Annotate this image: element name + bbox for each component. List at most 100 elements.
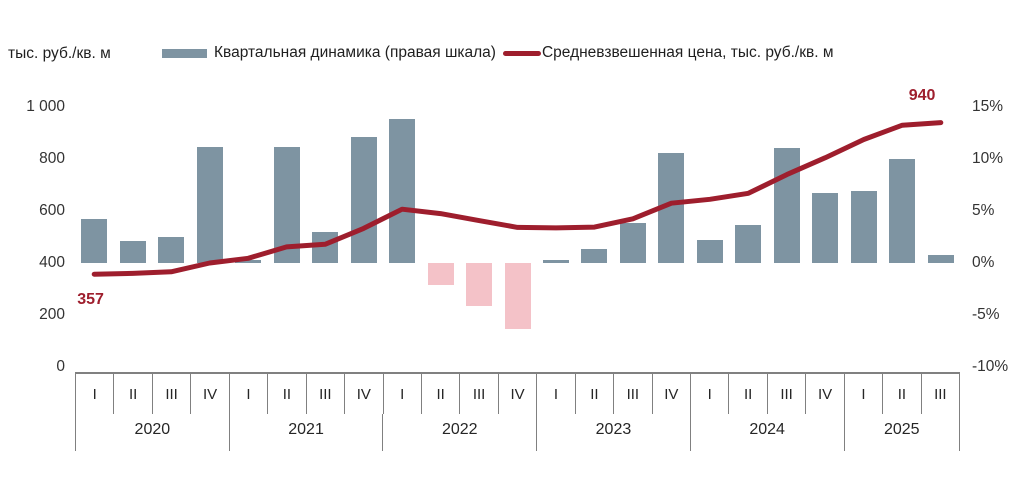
annotation-end-value: 940 — [908, 86, 936, 104]
quarter-cell: II — [574, 374, 613, 414]
quarter-label: IV — [664, 385, 679, 403]
bar-2020-IV — [196, 146, 223, 263]
quarter-label: III — [472, 385, 486, 403]
quarter-cell: I — [228, 374, 267, 414]
y-tick-label: -5% — [972, 306, 1000, 323]
bar-2022-II — [427, 263, 454, 285]
quarter-cell: II — [420, 374, 459, 414]
y-tick-label: 800 — [39, 150, 65, 167]
y-tick-label: 0 — [56, 358, 65, 375]
year-label: 2022 — [441, 421, 478, 438]
quarter-cell: I — [75, 374, 113, 414]
y-axis-right-labels: -10% -5% 0% 5% 10% 15% — [972, 98, 1024, 375]
bar-2022-I — [389, 119, 416, 263]
legend-line-label: Средневзвешенная цена, тыс. руб./кв. м — [541, 44, 834, 61]
bar-2023-III — [619, 223, 646, 263]
y-tick-label: 10% — [972, 150, 1004, 167]
year-label: 2020 — [134, 421, 171, 438]
quarter-label: I — [861, 385, 866, 403]
year-cell: 2023 — [536, 414, 690, 451]
year-row: 2020 2021 2022 2023 2024 2025 — [75, 414, 961, 451]
legend-bar-label: Квартальная динамика (правая шкала) — [214, 44, 496, 61]
quarter-label: II — [743, 385, 753, 403]
quarter-label: III — [780, 385, 793, 403]
bar-2020-I — [81, 219, 108, 263]
bar-2022-IV — [504, 263, 531, 329]
quarter-label: II — [128, 385, 138, 403]
bar-2022-III — [466, 263, 493, 306]
year-label: 2024 — [749, 421, 785, 438]
quarter-cell: III — [766, 374, 805, 414]
quarter-cell: IV — [805, 374, 843, 414]
y-tick-label: 200 — [39, 306, 65, 323]
bar-2021-II — [273, 146, 300, 263]
quarter-cell: III — [151, 374, 190, 414]
bar-2021-IV — [350, 137, 377, 263]
price-line-svg — [91, 120, 944, 277]
quarter-label: I — [246, 385, 251, 403]
quarter-row: I II III IV I II III IV I II III IV I II III IV I II III IV… — [75, 374, 961, 414]
quarter-cell: II — [882, 374, 920, 414]
bar-2020-III — [158, 237, 185, 263]
y-tick-label: -10% — [972, 358, 1009, 375]
quarter-label: III — [319, 385, 332, 403]
quarter-label: I — [400, 385, 405, 403]
quarter-cell: II — [728, 374, 766, 414]
quarter-cell: I — [382, 374, 421, 414]
quarter-cell: II — [267, 374, 305, 414]
quarter-cell: III — [920, 374, 961, 414]
y-tick-label: 0% — [972, 254, 995, 271]
year-cell: 2024 — [689, 414, 844, 451]
bar-2024-IV — [812, 193, 839, 263]
year-label: 2021 — [288, 421, 324, 438]
quarter-label: III — [626, 385, 640, 403]
year-label: 2023 — [595, 421, 632, 438]
legend-line-swatch-icon — [502, 50, 541, 56]
bar-2024-III — [773, 147, 800, 263]
quarter-label: IV — [817, 385, 833, 403]
bar-2021-I — [235, 259, 262, 263]
y-axis-left-labels: 0 200 400 600 800 1 000 — [8, 98, 65, 375]
quarter-label: II — [590, 385, 599, 403]
bar-2025-II — [889, 159, 916, 263]
quarter-cell: III — [613, 374, 651, 414]
bar-2023-I — [542, 259, 569, 263]
bar-2023-II — [581, 249, 608, 263]
year-cell: 2021 — [228, 414, 383, 451]
bar-2025-I — [850, 191, 877, 263]
bar-2024-I — [696, 240, 723, 263]
quarter-cell: I — [690, 374, 728, 414]
quarter-label: II — [897, 385, 907, 403]
y-tick-label: 15% — [972, 98, 1004, 115]
quarter-label: I — [553, 385, 559, 403]
y-tick-label: 400 — [39, 254, 65, 271]
year-cell: 2025 — [843, 414, 961, 451]
year-cell: 2022 — [382, 414, 536, 451]
quarter-cell: IV — [497, 374, 536, 414]
bar-2020-II — [119, 241, 146, 263]
x-axis-table: I II III IV I II III IV I II III IV I II III IV I II III IV… — [75, 372, 961, 451]
quarter-cell: IV — [190, 374, 228, 414]
bar-2024-II — [735, 224, 762, 263]
quarter-cell: I — [536, 374, 574, 414]
annotation-start-value: 357 — [77, 291, 104, 309]
quarter-label: IV — [356, 385, 371, 403]
quarter-cell: IV — [651, 374, 690, 414]
quarter-label: I — [92, 385, 97, 403]
quarter-label: III — [165, 385, 178, 403]
plot-area: 357 940 — [75, 87, 960, 367]
quarter-cell: III — [305, 374, 344, 414]
legend: Квартальная динамика (правая шкала) Сред… — [162, 44, 834, 62]
quarter-label: IV — [510, 385, 525, 403]
quarter-label: II — [282, 385, 292, 403]
quarter-cell: III — [459, 374, 497, 414]
y-tick-label: 5% — [972, 202, 995, 219]
legend-bar-swatch-icon — [162, 48, 207, 58]
year-cell: 2020 — [75, 414, 229, 451]
y-tick-label: 1 000 — [26, 98, 65, 115]
bar-2025-III — [927, 254, 954, 263]
quarter-cell: IV — [344, 374, 382, 414]
quarter-cell: II — [113, 374, 151, 414]
quarter-label: II — [436, 385, 445, 403]
